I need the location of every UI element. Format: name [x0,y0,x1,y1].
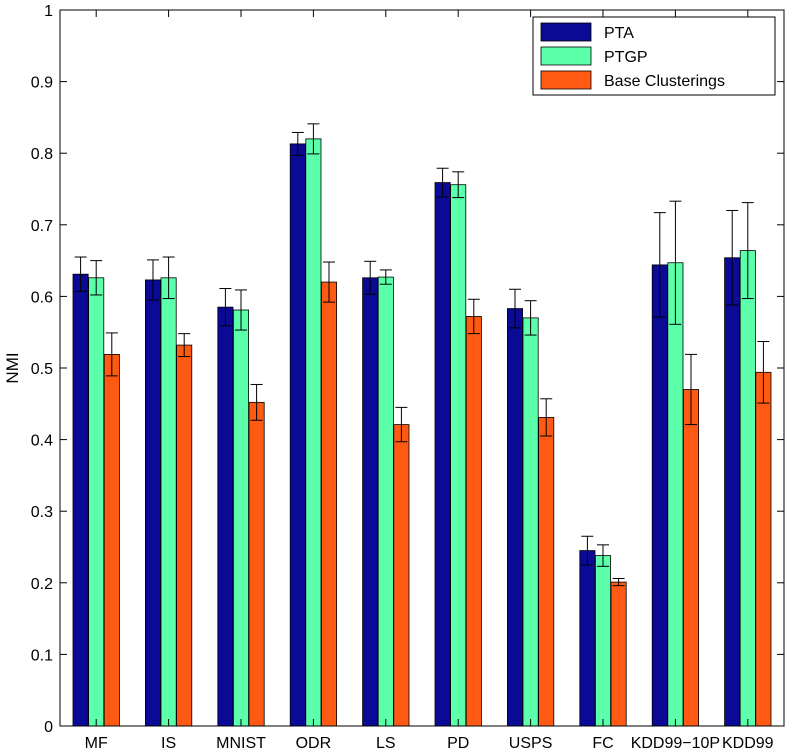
bar-base-clusterings-kdd99-10p [683,389,700,727]
bar-base-clusterings-is [176,344,193,727]
errorbar-base-clusterings-usps [540,398,553,437]
bar-base-clusterings-pd [465,316,482,727]
bar-pta-pd [434,182,451,727]
errorbar-ptgp-usps [524,300,537,336]
y-tick-label: 0.1 [31,647,53,664]
x-tick-label: IS [161,735,176,752]
errorbar-base-clusterings-is [178,333,191,358]
errorbar-base-clusterings-odr [323,261,335,303]
bar-ptgp-odr [305,138,322,727]
errorbar-ptgp-fc [597,544,609,567]
bar-pta-ls [362,277,379,727]
axes-frame [59,9,785,727]
bar-base-clusterings-ls [393,424,410,727]
y-tick-label: 0.3 [31,504,53,521]
errorbar-pta-kdd99 [726,209,739,306]
y-tick-label: 0.8 [31,146,53,163]
bar-pta-usps [506,308,523,727]
bar-ptgp-pd [450,184,467,727]
errorbar-pta-mnist [219,288,232,327]
x-tick-label: KDD99 [722,735,774,752]
errorbar-pta-kdd99-10p [653,212,666,318]
bar-base-clusterings-mnist [248,401,265,727]
x-tick-label: PD [447,735,469,752]
bar-pta-mf [72,273,89,727]
bar-ptgp-mnist [232,309,249,727]
errorbar-ptgp-is [162,256,175,300]
errorbar-ptgp-pd [452,171,465,199]
y-tick-label: 0.7 [31,218,53,235]
legend-swatch-base-clusterings [540,70,592,90]
bar-ptgp-ls [377,276,394,727]
errorbar-pta-is [147,259,159,301]
x-tick-label: USPS [509,735,553,752]
errorbar-pta-fc [581,535,594,566]
bar-ptgp-usps [522,317,539,727]
errorbar-base-clusterings-fc [612,578,625,587]
y-tick-label: 0.9 [31,75,53,92]
legend-swatch-ptgp [540,46,592,66]
bar-ptgp-mf [88,277,105,727]
errorbar-pta-mf [74,256,87,292]
axes-layer: MF IS MNIST ODR LS PD USPS FC KDD99−10P KDD99 0 0.1… [31,3,785,752]
x-tick-label: FC [592,735,613,752]
errorbar-ptgp-kdd99-10p [669,200,682,325]
bar-base-clusterings-odr [320,281,337,727]
bar-pta-fc [579,550,596,727]
bar-ptgp-is [160,277,177,727]
errorbar-ptgp-ls [379,269,392,285]
bar-ptgp-kdd99 [739,250,756,727]
bar-base-clusterings-fc [610,581,627,727]
errorbar-pta-pd [436,167,449,198]
errorbars-layer [74,123,770,587]
x-tick-label: ODR [296,735,332,752]
errorbar-base-clusterings-kdd99 [757,341,770,404]
bar-ptgp-fc [595,555,612,727]
bar-ptgp-kdd99-10p [667,262,684,727]
y-axis-label: NMI [3,352,22,383]
bar-pta-is [144,279,161,727]
bar-pta-odr [289,143,306,727]
y-tick-label: 0.4 [31,433,53,450]
errorbar-ptgp-mnist [235,289,247,331]
errorbar-base-clusterings-kdd99-10p [685,353,697,426]
bar-pta-kdd99 [724,257,741,727]
errorbar-base-clusterings-ls [395,406,408,443]
x-tick-label: LS [376,735,396,752]
y-tick-label: 0.5 [31,361,53,378]
errorbar-ptgp-odr [307,123,320,155]
legend-swatch-pta [540,22,592,42]
bar-base-clusterings-mf [103,353,120,727]
bar-pta-mnist [217,306,234,727]
bar-pta-kdd99-10p [651,264,668,727]
legend-label-pta: PTA [604,25,634,42]
errorbar-pta-ls [364,260,377,295]
bar-base-clusterings-usps [538,417,555,727]
y-tick-label: 0 [44,719,53,736]
y-tick-label: 1 [44,3,53,20]
y-tick-label: 0.2 [31,576,53,593]
legend-label-ptgp: PTGP [604,49,648,66]
bar-base-clusterings-kdd99 [755,371,772,727]
x-tick-label: KDD99−10P [631,735,720,752]
x-tick-label: MNIST [216,735,266,752]
y-tick-label: 0.6 [31,289,53,306]
errorbar-pta-odr [291,131,304,156]
errorbar-base-clusterings-mf [105,332,118,377]
errorbar-ptgp-mf [90,260,103,296]
legend-label-base-clusterings: Base Clusterings [604,73,725,90]
bars-layer [72,138,772,727]
errorbar-ptgp-kdd99 [741,202,754,300]
errorbar-base-clusterings-pd [467,298,480,335]
errorbar-pta-usps [509,288,521,329]
legend: PTA PTGP Base Clusterings [532,16,776,96]
errorbar-base-clusterings-mnist [250,383,263,421]
x-tick-label: MF [85,735,108,752]
